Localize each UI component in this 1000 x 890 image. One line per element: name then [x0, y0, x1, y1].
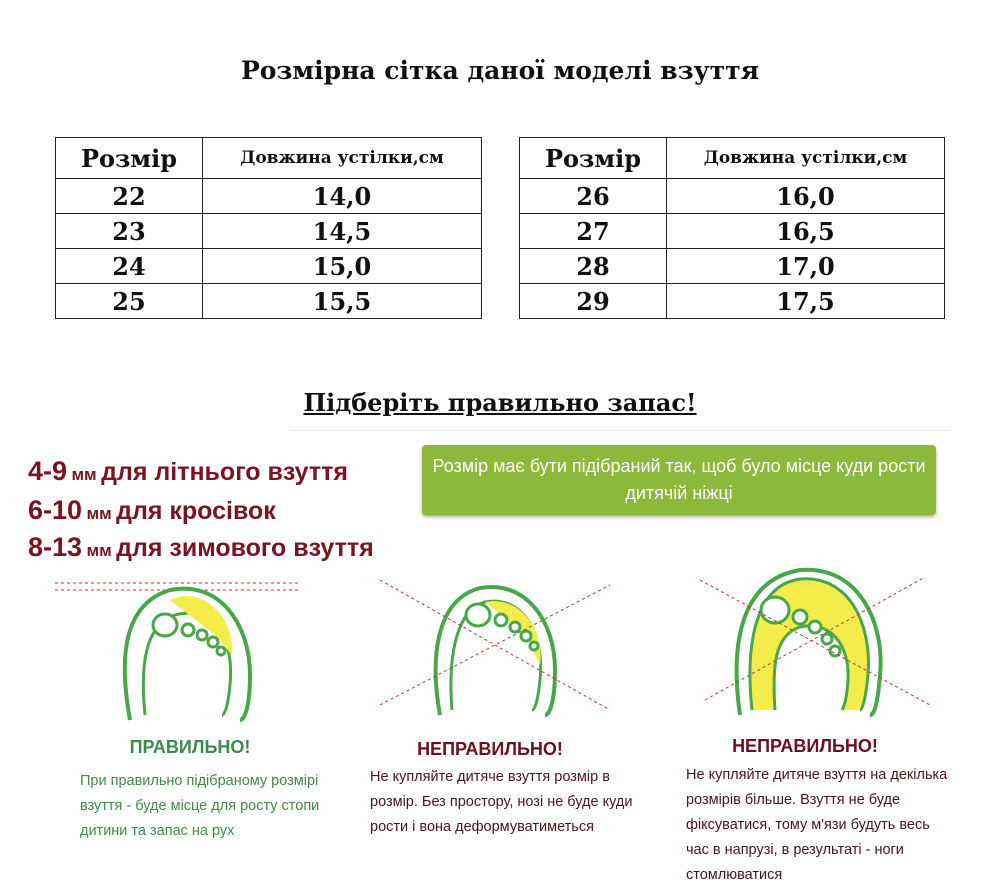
- wrong-tight-description: Не купляйте дитяче взуття розмір в розмі…: [370, 769, 633, 835]
- allowance-range: 8-13: [28, 532, 83, 562]
- size-cell: 29: [519, 283, 667, 319]
- allowance-unit: мм: [86, 504, 112, 523]
- allowance-unit: мм: [86, 541, 112, 560]
- allowance-unit: мм: [71, 465, 97, 484]
- page-title: Розмірна сітка даної моделі взуття: [240, 56, 760, 85]
- too-tight-foot-icon: [379, 579, 611, 717]
- allowance-text: для зимового взуття: [116, 534, 374, 562]
- allowance-range: 6-10: [28, 495, 83, 525]
- too-big-foot-icon: [699, 567, 931, 717]
- table-row: 28 17,0: [519, 248, 945, 284]
- length-cell: 17,0: [666, 248, 945, 284]
- correct-label: ПРАВИЛЬНО!: [129, 737, 251, 757]
- allowance-summer: 4-9 мм для літнього взуття: [28, 456, 348, 487]
- size-cell: 27: [519, 213, 667, 249]
- allowance-sneakers: 6-10 мм для кросівок: [28, 495, 276, 526]
- size-cell: 26: [519, 178, 667, 214]
- table-row: 26 16,0: [519, 178, 945, 214]
- length-cell: 15,0: [202, 248, 482, 284]
- wrong-big-label: НЕПРАВИЛЬНО!: [732, 736, 878, 756]
- note-box: Розмір має бути підібраний так, щоб було…: [422, 445, 936, 515]
- size-cell: 22: [55, 178, 203, 214]
- allowance-winter: 8-13 мм для зимового взуття: [28, 532, 374, 563]
- header-size: Розмір: [55, 137, 203, 179]
- length-cell: 17,5: [666, 283, 945, 319]
- allowance-range: 4-9: [28, 456, 68, 486]
- length-cell: 14,5: [202, 213, 482, 249]
- size-table-left: Розмір Довжина устілки,см 22 14,0 23 14,5 2…: [55, 137, 482, 319]
- header-size: Розмір: [519, 137, 667, 179]
- correct-description: При правильно підібраному розмірі взуття…: [80, 773, 320, 839]
- header-length: Довжина устілки,см: [666, 137, 945, 179]
- header-length: Довжина устілки,см: [202, 137, 482, 179]
- table-row: 24 15,0: [55, 248, 482, 284]
- length-cell: 14,0: [202, 178, 482, 214]
- size-cell: 28: [519, 248, 667, 284]
- length-cell: 15,5: [202, 283, 482, 319]
- table-row: 23 14,5: [55, 213, 482, 249]
- correct-fit-foot-icon: [55, 582, 300, 722]
- length-cell: 16,0: [666, 178, 945, 214]
- table-row: 29 17,5: [519, 283, 945, 319]
- divider: [290, 430, 950, 431]
- allowance-text: для кросівок: [116, 497, 276, 525]
- table-row: 22 14,0: [55, 178, 482, 214]
- section-subtitle: Підберіть правильно запас!: [303, 388, 697, 417]
- length-cell: 16,5: [666, 213, 945, 249]
- table-row: 25 15,5: [55, 283, 482, 319]
- table-row: 27 16,5: [519, 213, 945, 249]
- wrong-tight-label: НЕПРАВИЛЬНО!: [417, 739, 563, 759]
- allowance-text: для літнього взуття: [101, 458, 348, 486]
- size-cell: 24: [55, 248, 203, 284]
- wrong-big-description: Не купляйте дитяче взуття на декілька ро…: [686, 767, 948, 883]
- size-table-right: Розмір Довжина устілки,см 26 16,0 27 16,5 2…: [519, 137, 945, 319]
- size-cell: 25: [55, 283, 203, 319]
- size-cell: 23: [55, 213, 203, 249]
